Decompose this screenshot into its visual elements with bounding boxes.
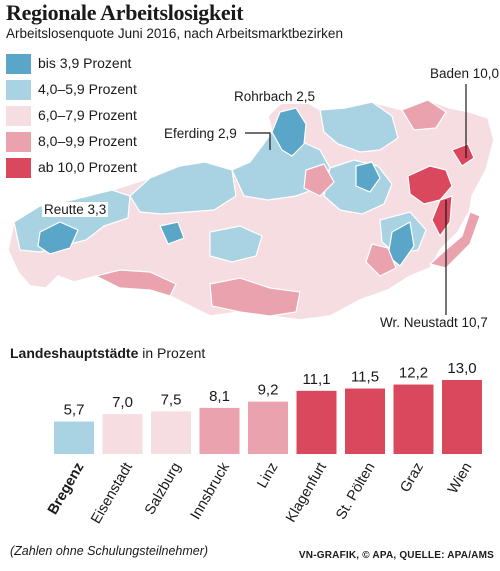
map-region — [94, 269, 177, 297]
chart-title: Regionale Arbeitslosigkeit — [6, 0, 244, 25]
bar-value-label: 8,1 — [209, 388, 230, 405]
legend-label: 4,0–5,9 Prozent — [38, 81, 137, 97]
callout-line-eferding — [245, 132, 271, 150]
bar-value-label: 11,1 — [302, 371, 330, 388]
map-region — [303, 163, 335, 197]
category-label: Graz — [397, 460, 427, 495]
category-label: Salzburg — [142, 460, 184, 518]
map-label-rohrbach: Rohrbach 2,5 — [232, 89, 318, 104]
map-region — [129, 161, 237, 215]
bar-value-label: 9,2 — [258, 382, 279, 399]
map-region — [355, 161, 381, 193]
category-label: Wien — [445, 460, 475, 497]
bar — [199, 407, 240, 454]
bar — [296, 390, 337, 454]
map-region — [159, 221, 185, 245]
footnote: (Zahlen ohne Schulungsteilnehmer) — [10, 544, 209, 558]
chart-subtitle: Arbeitslosenquote Juni 2016, nach Arbeit… — [6, 26, 343, 41]
legend-label: 6,0–7,9 Prozent — [38, 107, 137, 123]
source-credit: VN-GRAFIK, © APA, QUELLE: APA/AMS — [298, 550, 494, 561]
map-region — [428, 211, 481, 269]
chart-heading-rest: in Prozent — [138, 345, 206, 361]
bar — [248, 401, 288, 454]
category-label: St. Pölten — [333, 460, 378, 522]
bar-value-label: 5,7 — [64, 402, 85, 419]
category-label: Linz — [254, 460, 281, 491]
category-label: Eisenstadt — [88, 460, 136, 527]
bar — [345, 388, 385, 454]
legend-swatch — [6, 106, 31, 126]
bar — [151, 411, 191, 454]
legend-swatch — [6, 54, 31, 74]
legend-swatch — [6, 132, 31, 152]
bar — [442, 380, 482, 454]
legend-label: ab 10,0 Prozent — [38, 159, 137, 175]
map-region — [451, 143, 475, 167]
category-label: Klagenfurt — [283, 460, 330, 525]
legend-swatch — [6, 158, 31, 178]
map-region — [209, 225, 263, 263]
bar-value-label: 11,5 — [351, 369, 379, 386]
category-label: Innsbruck — [188, 459, 234, 522]
austria-map — [7, 84, 495, 322]
bar-value-label: 12,2 — [399, 365, 428, 382]
category-label: Bregenz — [45, 460, 87, 518]
bar-value-label: 7,5 — [161, 391, 182, 408]
legend-label: 8,0–9,9 Prozent — [38, 133, 137, 149]
bar-value-label: 13,0 — [447, 360, 476, 377]
bar — [393, 384, 434, 454]
map-region — [271, 107, 307, 157]
map-label-reutte: Reutte 3,3 — [42, 202, 109, 217]
bar — [102, 414, 143, 454]
map-label-baden: Baden 10,0 — [428, 66, 500, 81]
map-region — [319, 101, 399, 153]
map-label-eferding: Eferding 2,9 — [162, 126, 239, 141]
map-region — [407, 165, 453, 205]
bar-chart: 5,7 Bregenz 7,0 Eisenstadt 7,5 Salzburg 8,1 Inn… — [45, 360, 482, 527]
map-region — [209, 277, 301, 317]
map-label-neustadt: Wr. Neustadt 10,7 — [378, 315, 490, 330]
bar-value-label: 7,0 — [112, 394, 133, 411]
legend-label: bis 3,9 Prozent — [38, 55, 132, 71]
legend-swatch — [6, 80, 31, 100]
map-region — [401, 99, 447, 131]
map-region — [431, 195, 453, 238]
bar — [54, 421, 94, 454]
chart-heading-bold: Landeshauptstädte — [10, 345, 139, 361]
map-region — [365, 243, 397, 277]
map-region — [37, 221, 79, 255]
chart-heading: Landeshauptstädte in Prozent — [10, 345, 205, 361]
